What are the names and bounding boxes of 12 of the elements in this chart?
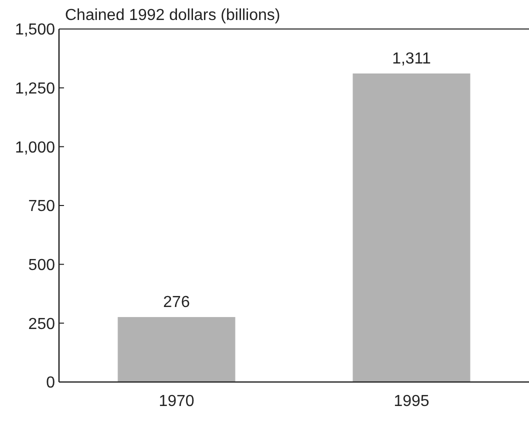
y-tick-label: 500 <box>28 256 56 274</box>
y-tick-label: 1,000 <box>14 139 56 156</box>
data-label: 1,311 <box>392 50 432 68</box>
y-tick-label: 1,250 <box>14 80 56 98</box>
x-tick-label: 1995 <box>394 393 430 410</box>
y-tick-label: 250 <box>28 316 56 333</box>
y-tick-label: 750 <box>28 198 56 216</box>
y-axis-title: Chained 1992 dollars (billions) <box>65 7 280 24</box>
x-tick-label: 1970 <box>158 393 194 410</box>
y-tick-label: 1,500 <box>14 22 56 39</box>
data-label: 276 <box>163 294 190 312</box>
y-tick-label: 0 <box>46 374 56 392</box>
